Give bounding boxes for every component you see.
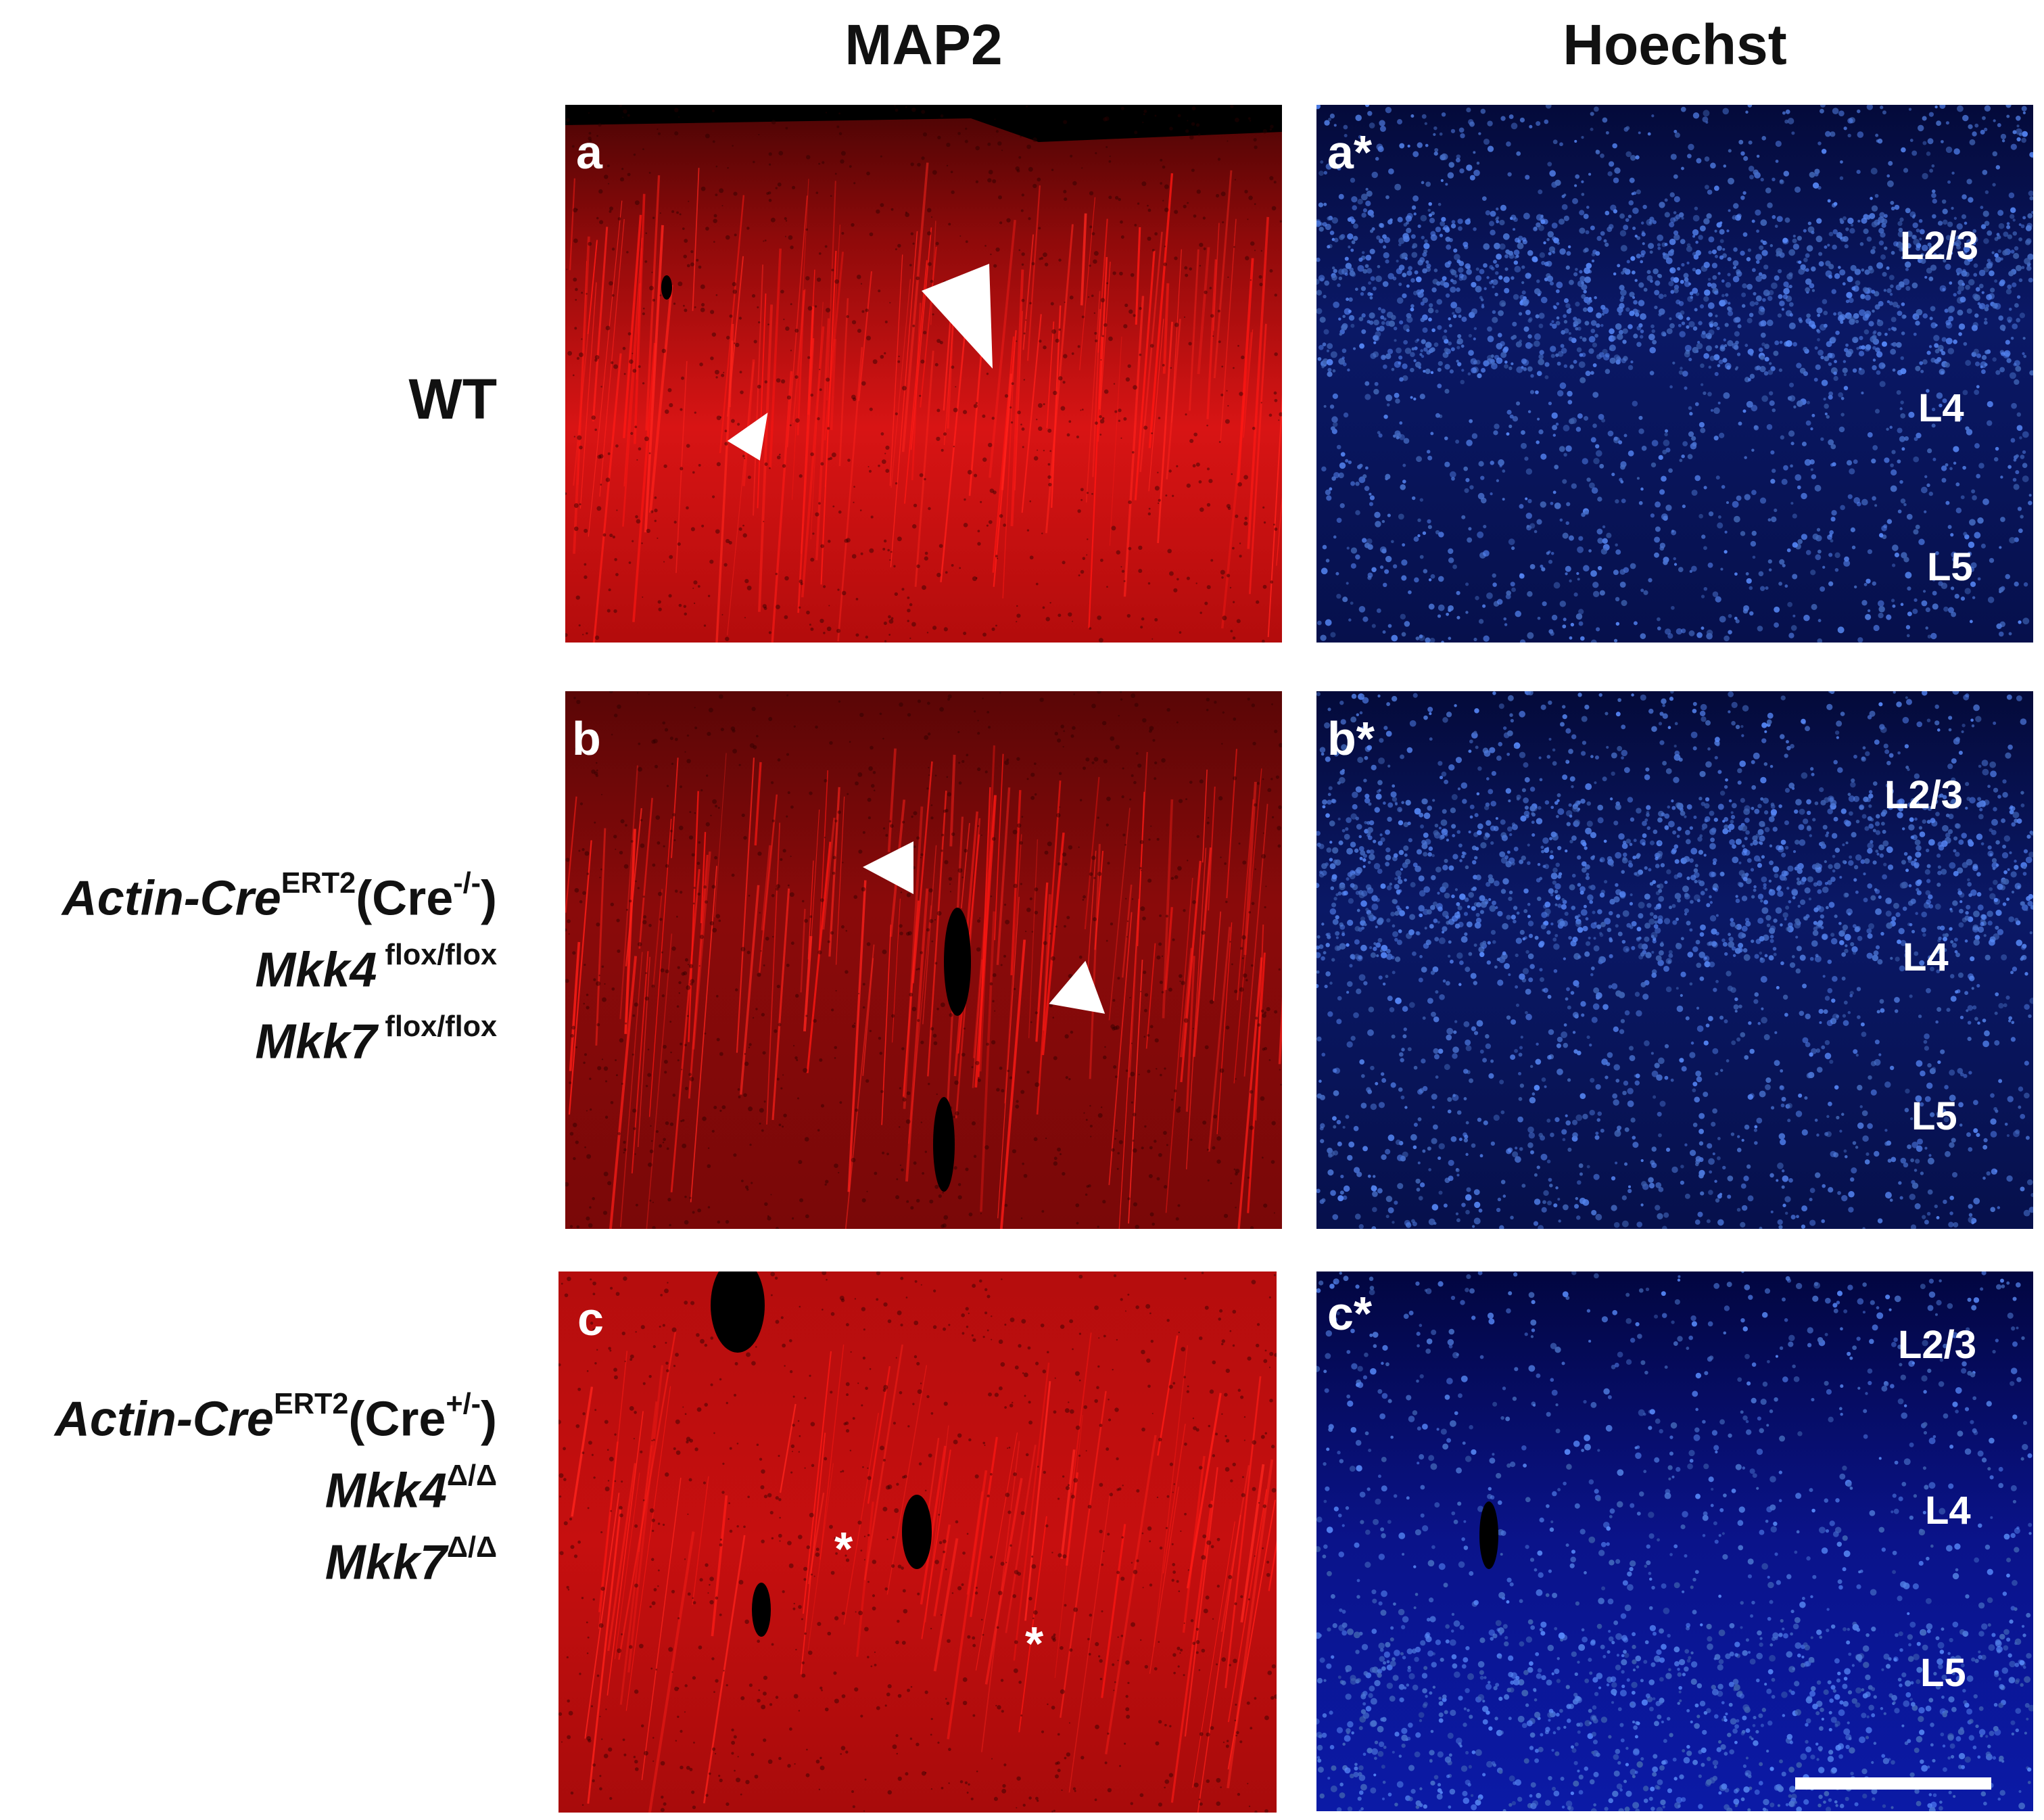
layer-label-l23: L2/3	[1900, 224, 1979, 268]
layer-label-l5: L5	[1920, 1651, 1966, 1695]
mutant-genotype-line2: Mkk4Δ/Δ	[325, 1459, 497, 1518]
arrowheads-b	[863, 841, 1106, 1014]
arrowhead-icon	[922, 264, 993, 369]
row-label-control: Actin-CreERT2(Cre-/-) Mkk4 flox/flox Mkk…	[62, 862, 497, 1077]
panel-label-c: c	[577, 1292, 604, 1345]
layer-label-l4: L4	[1918, 386, 1964, 430]
panel-label-b-star: b*	[1327, 712, 1375, 765]
arrowhead-icon	[727, 413, 768, 461]
map2-image-b	[565, 691, 1282, 1229]
control-genotype-line3: Mkk7 flox/flox	[255, 1010, 497, 1069]
layer-label-l23: L2/3	[1898, 1323, 1977, 1367]
panel-a-star-hoechst-wt: a* L2/3 L4 L5	[1316, 105, 2033, 643]
control-genotype-line2: Mkk4 flox/flox	[255, 938, 497, 998]
mutant-genotype-line3: Mkk7Δ/Δ	[325, 1531, 497, 1589]
map2-column-header: MAP2	[845, 13, 1003, 76]
wt-label: WT	[408, 367, 497, 431]
panel-label-b: b	[572, 712, 601, 765]
panel-label-c-star: c*	[1327, 1287, 1373, 1340]
arrowhead-icon	[1049, 960, 1106, 1014]
scale-bar	[1795, 1777, 1991, 1790]
panel-c-star-hoechst-mutant: c* L2/3 L4 L5	[1316, 1271, 2033, 1811]
layer-label-l5: L5	[1911, 1094, 1957, 1138]
map2-image-a	[565, 105, 1282, 643]
hoechst-image-a	[1316, 105, 2033, 643]
panel-b-map2-control: b	[565, 691, 1282, 1229]
panel-label-a-star: a*	[1327, 126, 1373, 179]
layer-label-l4: L4	[1925, 1489, 1971, 1533]
asterisk-marker: *	[1025, 1617, 1044, 1670]
row-label-wt: WT	[408, 358, 497, 441]
hoechst-image-b	[1316, 691, 2033, 1229]
panel-label-a: a	[576, 126, 602, 179]
layer-label-l4: L4	[1903, 935, 1949, 979]
layer-label-l5: L5	[1927, 545, 1973, 589]
control-genotype-line1: Actin-CreERT2(Cre-/-)	[62, 867, 497, 926]
arrowheads-a	[727, 264, 993, 461]
panel-c-map2-mutant: c * *	[558, 1271, 1277, 1813]
layer-label-l23: L2/3	[1884, 773, 1964, 817]
panel-b-star-hoechst-control: b* L2/3 L4 L5	[1316, 691, 2033, 1229]
hoechst-column-header: Hoechst	[1563, 13, 1787, 76]
arrowhead-icon	[863, 841, 913, 894]
map2-image-c	[558, 1271, 1277, 1813]
asterisk-marker: *	[834, 1522, 853, 1575]
row-label-mutant: Actin-CreERT2(Cre+/-) Mkk4Δ/Δ Mkk7Δ/Δ	[55, 1383, 497, 1597]
hoechst-image-c	[1316, 1271, 2033, 1811]
panel-a-map2-wt: a	[565, 105, 1282, 643]
mutant-genotype-line1: Actin-CreERT2(Cre+/-)	[54, 1388, 497, 1447]
